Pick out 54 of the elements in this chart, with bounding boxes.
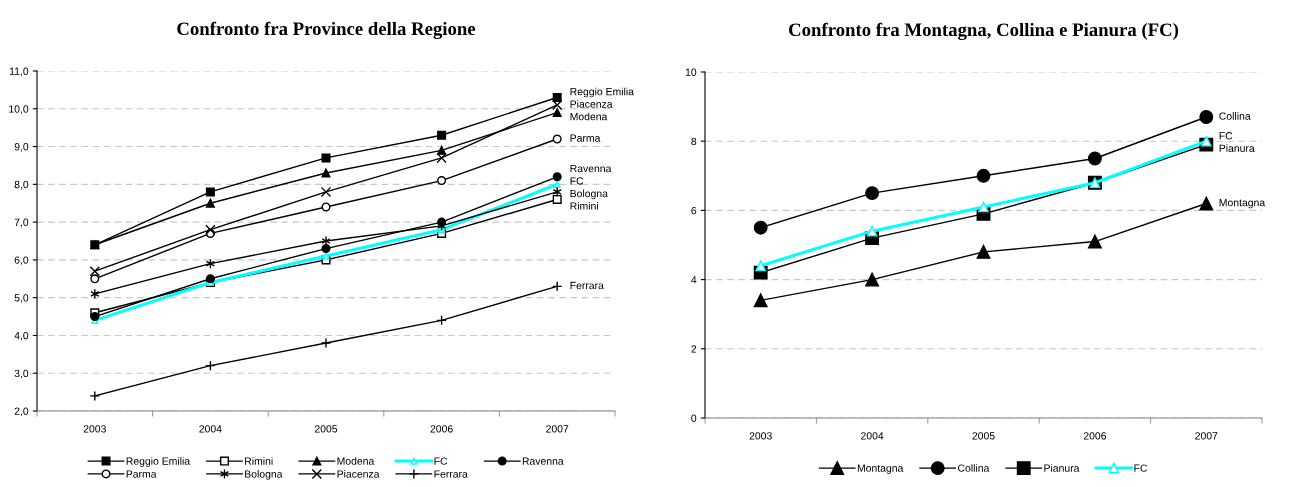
chart-title: Confronto fra Province della Regione (177, 21, 476, 40)
y-tick-label: 4 (691, 276, 697, 284)
x-tick-label: 2003 (749, 432, 772, 440)
y-tick-label: 0 (691, 414, 697, 422)
text: Rimini (570, 202, 598, 210)
text: Montagna (1219, 199, 1266, 209)
chart-title: Confronto fra Montagna, Collina e Pianura (FC) (789, 22, 1179, 41)
text: FC (1219, 132, 1233, 140)
text: FC (570, 177, 584, 185)
y-tick-label: 7,0 (14, 218, 29, 228)
legend-label: Montagna (857, 464, 904, 474)
x-tick-label: 2004 (861, 432, 884, 440)
x-tick-label: 2004 (199, 425, 222, 433)
x-tick-label: 2006 (1083, 432, 1107, 440)
legend-label: Reggio Emilia (126, 457, 191, 467)
legend-label: Ferrara (434, 470, 468, 478)
y-tick-label: 5,0 (14, 294, 29, 303)
text: Collina (1219, 112, 1251, 120)
y-tick-label: 6 (691, 206, 697, 215)
text: Modena (570, 112, 608, 121)
text: Piacenza (570, 100, 613, 108)
text: Pianura (1219, 144, 1255, 152)
legend-label: Collina (958, 464, 990, 472)
legend-label: Modena (337, 457, 375, 465)
y-tick-label: 8,0 (14, 180, 29, 190)
y-tick-label: 9,0 (14, 143, 29, 152)
x-tick-label: 2007 (546, 425, 569, 433)
legend-label: FC (1134, 464, 1148, 472)
x-tick-label: 2005 (314, 425, 338, 433)
legend-label: Ravenna (522, 457, 564, 465)
text: Parma (570, 134, 601, 142)
y-tick-label: 10,0 (9, 105, 29, 114)
text: Ravenna (570, 164, 612, 173)
y-tick-label: 6,0 (14, 256, 29, 265)
text: Bologna (570, 189, 608, 200)
x-tick-label: 2005 (972, 432, 995, 440)
legend-label: Parma (126, 470, 157, 478)
legend-label: Rimini (245, 457, 273, 465)
text: Ferrara (570, 281, 604, 290)
legend-label: Pianura (1044, 464, 1080, 472)
y-tick-label: 2,0 (14, 407, 29, 417)
legend-label: FC (434, 457, 448, 465)
x-tick-label: 2006 (430, 425, 453, 433)
legend-label: Bologna (245, 470, 283, 480)
x-tick-label: 2003 (83, 425, 106, 433)
y-tick-label: 3,0 (14, 369, 29, 379)
legend-label: Piacenza (337, 470, 380, 478)
y-tick-label: 2 (691, 345, 697, 353)
y-tick-label: 10 (685, 68, 697, 76)
x-tick-label: 2007 (1195, 432, 1218, 440)
y-tick-label: 4,0 (14, 331, 29, 341)
text: Reggio Emilia (570, 87, 634, 98)
y-tick-label: 11,0 (9, 67, 29, 77)
y-tick-label: 8 (691, 137, 697, 146)
